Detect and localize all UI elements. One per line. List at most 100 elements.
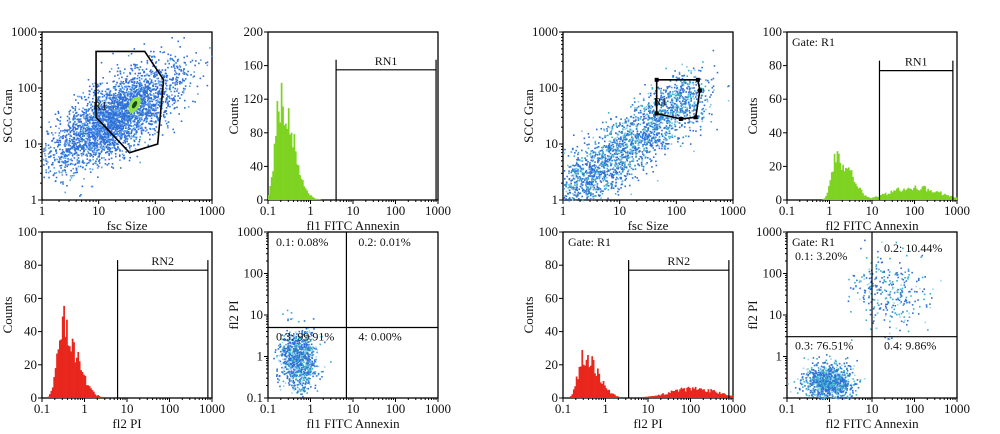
scatter-point — [108, 101, 110, 104]
scatter-point — [92, 158, 94, 161]
scatter-point — [123, 157, 125, 160]
scatter-point — [130, 64, 132, 67]
scatter-point — [91, 122, 94, 125]
histogram-bar — [54, 368, 57, 398]
scatter-point — [65, 144, 68, 146]
scatter-point — [176, 66, 179, 68]
scatter-point — [316, 390, 319, 392]
scatter-point — [614, 151, 617, 153]
scatter-point — [76, 162, 79, 164]
scatter-point — [298, 342, 301, 344]
scatter-point — [606, 130, 609, 132]
scatter-point — [118, 148, 120, 150]
scatter-point — [113, 102, 116, 105]
scatter-point — [165, 84, 168, 87]
scatter-point — [149, 69, 152, 71]
scatter-point — [174, 87, 177, 90]
scatter-point — [102, 133, 105, 136]
scatter-point — [139, 113, 142, 116]
scatter-point — [91, 116, 94, 119]
scatter-point — [301, 360, 303, 363]
scatter-point — [108, 115, 111, 117]
scatter-point — [137, 124, 140, 127]
scatter-point — [316, 365, 318, 368]
histogram-bar — [51, 387, 54, 398]
scatter-point — [85, 129, 87, 132]
scatter-point — [153, 95, 155, 97]
scatter-point — [74, 109, 77, 112]
scatter-point — [290, 334, 293, 337]
scatter-point — [124, 105, 127, 108]
scatter-point — [137, 143, 140, 146]
scatter-point — [697, 95, 699, 97]
scatter-point — [293, 342, 296, 345]
histogram-bar — [280, 82, 283, 200]
scatter-point — [57, 110, 60, 113]
scatter-point — [83, 144, 85, 146]
scatter-point — [113, 123, 116, 125]
scatter-point — [156, 87, 159, 90]
scatter-point — [298, 381, 301, 384]
scatter-point — [117, 146, 119, 148]
scatter-point — [292, 343, 295, 345]
scatter-point — [682, 75, 685, 77]
scatter-point — [300, 335, 303, 338]
scatter-point — [58, 161, 61, 163]
scatter-point — [164, 91, 166, 93]
scatter-point — [72, 124, 75, 126]
scatter-point — [134, 67, 136, 70]
x-tick-label: 1 — [307, 401, 314, 416]
scatter-point — [83, 124, 86, 127]
scatter-point — [290, 363, 292, 365]
scatter-point — [572, 170, 575, 172]
scatter-point — [87, 96, 90, 99]
scatter-point — [633, 97, 636, 100]
x-tick-label: 1000 — [199, 401, 225, 416]
scatter-point — [143, 87, 145, 89]
scatter-point — [155, 71, 157, 73]
scatter-point — [311, 360, 314, 363]
scatter-point — [161, 102, 164, 105]
scatter-point — [86, 130, 88, 133]
scatter-point — [296, 361, 299, 364]
scatter-point — [143, 89, 145, 91]
scatter-point — [296, 373, 299, 375]
scatter-point — [153, 50, 155, 53]
scatter-point — [79, 118, 82, 120]
scatter-point — [170, 66, 173, 68]
scatter-point — [100, 138, 102, 140]
scatter-point — [102, 117, 105, 120]
scatter-point — [81, 122, 84, 125]
scatter-point — [88, 161, 90, 164]
scatter-point — [114, 149, 117, 152]
scatter-point — [62, 150, 64, 153]
scatter-point — [115, 125, 117, 128]
scatter-point — [138, 117, 141, 119]
scatter-point — [118, 116, 120, 118]
scatter-point — [101, 126, 104, 129]
scatter-point — [78, 121, 80, 123]
scatter-point — [311, 357, 314, 359]
scatter-point — [645, 113, 648, 116]
scatter-point — [146, 120, 148, 123]
scatter-point — [75, 99, 77, 101]
scatter-point — [298, 359, 300, 361]
scatter-point — [599, 191, 602, 193]
scatter-point — [298, 375, 300, 378]
scatter-point — [311, 352, 313, 354]
scatter-point — [64, 135, 67, 138]
x-tick-label: 1000 — [425, 203, 451, 218]
scatter-point — [66, 119, 69, 122]
scatter-point — [77, 133, 80, 136]
scatter-point — [297, 361, 300, 364]
scatter-point — [100, 150, 103, 152]
scatter-point — [632, 116, 635, 119]
scatter-point — [287, 343, 289, 345]
scatter-point — [624, 166, 626, 169]
scatter-point — [306, 366, 308, 369]
scatter-point — [69, 163, 72, 166]
scatter-point — [105, 96, 108, 99]
scatter-point — [117, 106, 119, 108]
scatter-point — [103, 141, 105, 144]
scatter-point — [316, 351, 318, 354]
